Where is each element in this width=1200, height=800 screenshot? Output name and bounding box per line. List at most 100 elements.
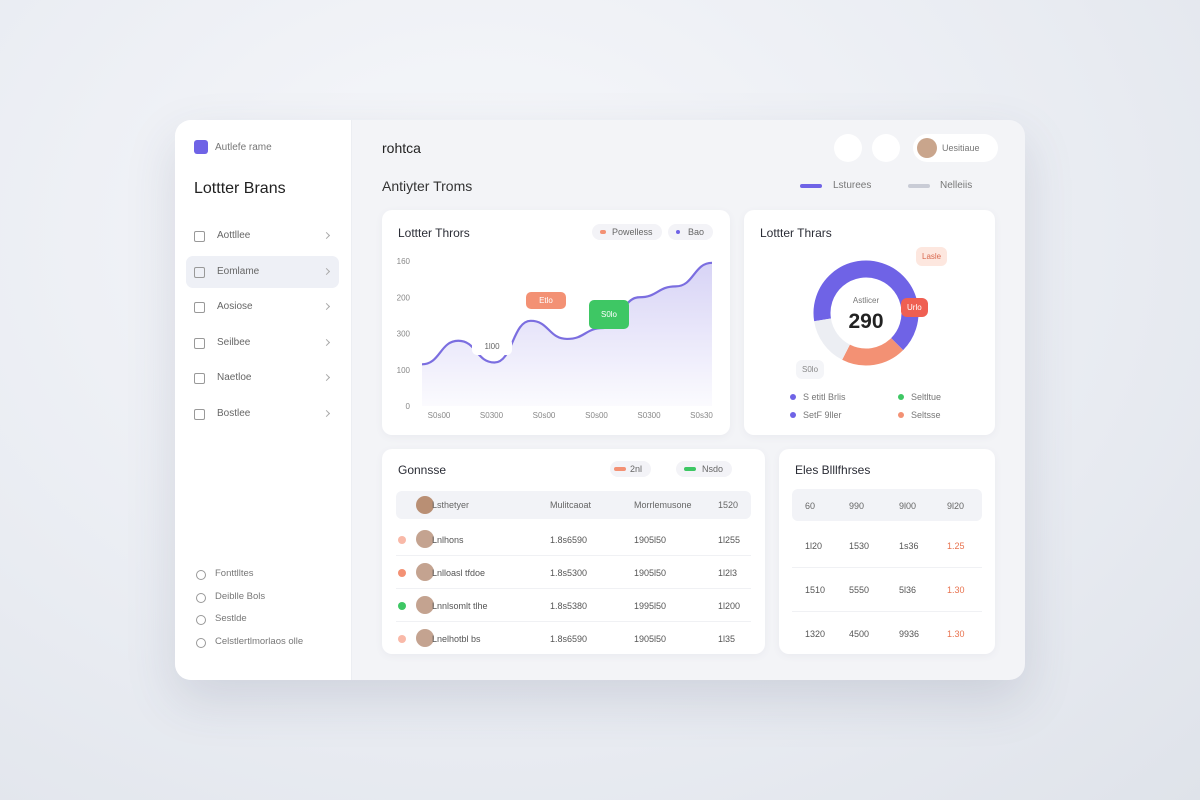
chip-label: 2nl	[630, 464, 643, 474]
table-header: 60 990 9l00 9l20	[792, 489, 982, 521]
table-cell: 1l2l3	[718, 568, 738, 578]
nav-chevron	[322, 338, 331, 346]
column-header: 9l20	[947, 501, 965, 511]
avatar	[416, 596, 434, 614]
chart-callout: Etlo	[526, 292, 566, 309]
nav-item[interactable]: Aottllee	[186, 220, 339, 252]
avatar	[416, 496, 434, 514]
donut-segment	[814, 318, 851, 360]
table-row[interactable]: 1l20 1530 1s36 1.25	[792, 527, 982, 568]
chip-label: Bao	[688, 227, 705, 237]
panel-title: Gonnsse	[398, 463, 447, 477]
nav-icon	[194, 408, 205, 420]
legend-label: Seltsse	[911, 410, 941, 420]
donut-segment	[842, 337, 904, 366]
nav-label: Aosiose	[217, 301, 253, 312]
page-title: rohtca	[382, 140, 421, 156]
icon-button[interactable]	[872, 134, 900, 162]
nav-item[interactable]: Aosiose	[186, 291, 339, 323]
chip-label: Nsdo	[702, 464, 724, 474]
table-row[interactable]: Lnlhons 1.8s6590 1905l50 1l255	[396, 525, 751, 556]
dashboard: Autlefe rame Lottter Brans Aottllee Eomla…	[175, 120, 1025, 680]
table-cell: 4500	[849, 629, 870, 639]
column-header: 990	[849, 501, 865, 511]
sidebar: Autlefe rame Lottter Brans Aottllee Eomla…	[175, 120, 352, 680]
table-panel: Gonnsse 2nl Nsdo Lsthetyer Mulitcaoat Morr…	[382, 449, 765, 654]
table-chip[interactable]: Nsdo	[676, 461, 733, 477]
table-cell: 1l20	[805, 541, 823, 551]
table-cell: 5550	[849, 585, 870, 595]
donut-callout: Urlo	[901, 298, 928, 317]
panel-title: Lottter Thrars	[760, 226, 832, 240]
column-header: 9l00	[899, 501, 917, 511]
nav-chevron	[322, 231, 331, 240]
column-header: 1520	[718, 500, 739, 510]
nav-item[interactable]: Naetloe	[186, 362, 339, 394]
nav-icon	[194, 337, 205, 349]
footer-link[interactable]: Sestlde	[215, 613, 247, 624]
footer-icon	[196, 637, 206, 648]
table-cell: 1510	[805, 585, 826, 595]
x-axis-label: S0s00	[533, 411, 556, 420]
chart-callout: 1l00	[472, 338, 512, 355]
column-header: Lsthetyer	[432, 500, 470, 510]
nav-chevron	[322, 302, 331, 311]
footer-icon	[196, 615, 206, 625]
table-row[interactable]: 1320 4500 9936 1.30	[792, 615, 982, 655]
y-axis-label: 100	[397, 366, 411, 375]
legend-dot	[790, 412, 796, 418]
line-chart: 160 200 300 100 0 S0s00 S0300 S0s00 S0s00 S0300 S0…	[397, 257, 714, 420]
status-dot	[398, 602, 406, 610]
table-chip[interactable]: 2nl	[610, 461, 652, 477]
y-axis-label: 160	[397, 257, 411, 266]
icon-button[interactable]	[834, 134, 862, 162]
legend-dot	[898, 412, 904, 418]
table-cell: Lnlloasl tfdoe	[432, 568, 486, 578]
table-cell: 1.8s6590	[550, 535, 588, 545]
chip-label: Powelless	[612, 227, 653, 237]
nav-icon	[194, 302, 205, 313]
status-dot	[398, 569, 406, 577]
column-header: Morrlemusone	[634, 500, 692, 510]
footer-link[interactable]: Celstlertlmorlaos olle	[215, 635, 304, 647]
footer-link[interactable]: Fonttlltes	[215, 568, 254, 579]
avatar	[416, 629, 434, 647]
donut-callout: Lasle	[916, 247, 948, 266]
table-cell: 1530	[849, 541, 870, 551]
nav-item[interactable]: Bostlee	[186, 398, 339, 430]
footer-link[interactable]: Deiblle Bols	[215, 590, 266, 602]
donut-chart: Astlicer 290	[813, 260, 919, 366]
avatar	[416, 563, 434, 581]
line-chart-panel: Lottter Thrors Powelless Bao 160 200 300 10…	[382, 210, 730, 435]
nav-icon	[194, 231, 205, 242]
area-fill	[422, 262, 712, 406]
table-row[interactable]: Lnnlsomlt tlhe 1.8s5380 1995l50 1l200	[396, 591, 751, 622]
table-row[interactable]: 1510 5550 5l36 1.30	[792, 571, 982, 612]
table-cell: 1l35	[718, 634, 736, 644]
legend-dot	[898, 394, 904, 400]
nav-chevron	[322, 409, 331, 417]
nav-item[interactable]: Eomlame	[186, 255, 339, 288]
nav-chevron	[322, 373, 331, 382]
x-axis-label: S0s00	[428, 411, 451, 420]
table-cell: 1995l50	[634, 601, 667, 611]
chart-chip[interactable]: Powelless	[592, 224, 662, 240]
user-menu[interactable]: Uesitiaue	[913, 134, 998, 162]
table-row[interactable]: Lnelhotbl bs 1.8s6590 1905l50 1l35	[396, 624, 751, 654]
table-cell: Lnlhons	[432, 535, 464, 545]
nav-item[interactable]: Seilbee	[186, 327, 339, 359]
nav-label: Seilbee	[217, 336, 251, 348]
table-cell: 1.25	[947, 541, 965, 551]
legend-label: SetF 9ller	[803, 410, 842, 420]
panel-title: Eles Blllfhrses	[795, 463, 871, 477]
status-dot	[398, 536, 406, 544]
table-cell: 1.30	[947, 585, 965, 595]
table-cell: 9936	[899, 629, 920, 639]
table-cell: 1.8s6590	[550, 634, 588, 644]
legend-label: Lsturees	[833, 180, 872, 191]
table-panel: Eles Blllfhrses 60 990 9l00 9l20 1l20 1530 1s3…	[779, 449, 995, 654]
chart-chip[interactable]: Bao	[668, 224, 714, 240]
table-row[interactable]: Lnlloasl tfdoe 1.8s5300 1905l50 1l2l3	[396, 558, 751, 589]
table-cell: 1l255	[718, 535, 741, 545]
